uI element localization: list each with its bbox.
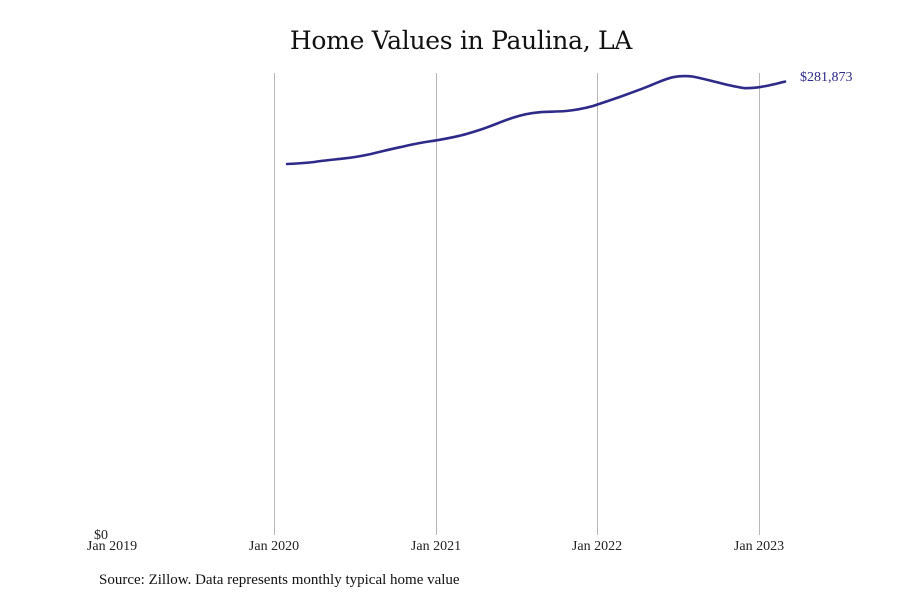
x-axis-label: Jan 2020 — [249, 539, 299, 554]
y-axis-label-zero: $0 — [94, 528, 108, 543]
x-axis-label: Jan 2023 — [734, 539, 784, 554]
home-value-line — [285, 74, 787, 166]
vertical-gridlines — [274, 73, 760, 535]
x-axis-label: Jan 2019 — [87, 539, 137, 554]
source-note: Source: Zillow. Data represents monthly … — [99, 572, 460, 588]
x-axis-label: Jan 2021 — [411, 539, 461, 554]
end-value-label: $281,873 — [800, 70, 853, 85]
x-axis-label: Jan 2022 — [572, 539, 622, 554]
x-axis-labels: Jan 2019 Jan 2020 Jan 2021 Jan 2022 Jan … — [87, 539, 784, 554]
chart-title: Home Values in Paulina, LA — [289, 26, 633, 55]
